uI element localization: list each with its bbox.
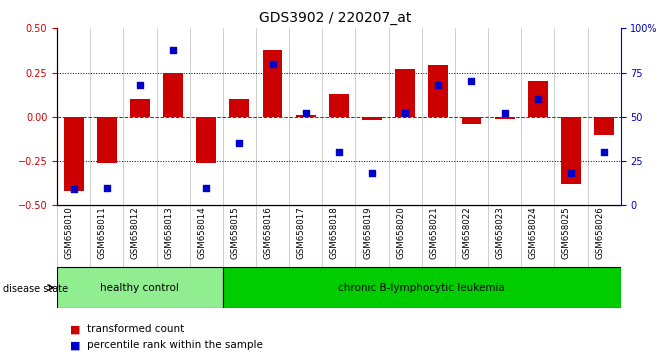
Point <box>333 149 344 155</box>
Text: percentile rank within the sample: percentile rank within the sample <box>87 340 263 350</box>
Text: GSM658025: GSM658025 <box>562 207 571 259</box>
Point <box>267 61 278 67</box>
Text: disease state: disease state <box>3 284 68 293</box>
Bar <box>362 117 382 120</box>
Point <box>168 47 178 52</box>
Bar <box>395 69 415 117</box>
Text: transformed count: transformed count <box>87 324 185 334</box>
Point <box>135 82 146 88</box>
Bar <box>594 117 614 135</box>
Bar <box>262 50 282 117</box>
Point <box>532 96 543 102</box>
Text: chronic B-lymphocytic leukemia: chronic B-lymphocytic leukemia <box>338 282 505 293</box>
Point <box>234 141 245 146</box>
Text: GSM658021: GSM658021 <box>429 207 438 259</box>
Text: GSM658026: GSM658026 <box>595 207 604 259</box>
Bar <box>428 65 448 117</box>
Text: ■: ■ <box>70 340 81 350</box>
Point <box>68 187 79 192</box>
Text: GSM658015: GSM658015 <box>230 207 240 259</box>
Bar <box>462 117 481 124</box>
Text: GSM658024: GSM658024 <box>529 207 537 259</box>
Text: GSM658018: GSM658018 <box>330 207 339 259</box>
Bar <box>57 267 223 308</box>
Bar <box>64 117 84 191</box>
Point <box>499 110 510 116</box>
Point <box>566 171 576 176</box>
Text: GSM658011: GSM658011 <box>98 207 107 259</box>
Point <box>433 82 444 88</box>
Text: GSM658014: GSM658014 <box>197 207 206 259</box>
Bar <box>495 117 515 119</box>
Bar <box>197 117 216 163</box>
Point <box>400 110 411 116</box>
Text: GSM658012: GSM658012 <box>131 207 140 259</box>
Bar <box>561 117 581 184</box>
Bar <box>329 94 349 117</box>
Text: healthy control: healthy control <box>101 282 179 293</box>
Bar <box>223 267 621 308</box>
Bar <box>229 99 250 117</box>
Text: GSM658020: GSM658020 <box>396 207 405 259</box>
Text: GSM658019: GSM658019 <box>363 207 372 259</box>
Bar <box>528 81 548 117</box>
Point <box>366 171 377 176</box>
Text: GSM658023: GSM658023 <box>496 207 505 259</box>
Point <box>101 185 112 190</box>
Text: GSM658017: GSM658017 <box>297 207 306 259</box>
Text: GSM658022: GSM658022 <box>462 207 472 259</box>
Text: GSM658016: GSM658016 <box>264 207 272 259</box>
Point <box>201 185 211 190</box>
Point <box>466 79 477 84</box>
Bar <box>97 117 117 163</box>
Text: GDS3902 / 220207_at: GDS3902 / 220207_at <box>259 11 412 25</box>
Bar <box>296 115 315 117</box>
Text: GSM658013: GSM658013 <box>164 207 173 259</box>
Bar <box>163 73 183 117</box>
Bar <box>130 99 150 117</box>
Point <box>301 110 311 116</box>
Text: ■: ■ <box>70 324 81 334</box>
Point <box>599 149 609 155</box>
Text: GSM658010: GSM658010 <box>64 207 74 259</box>
